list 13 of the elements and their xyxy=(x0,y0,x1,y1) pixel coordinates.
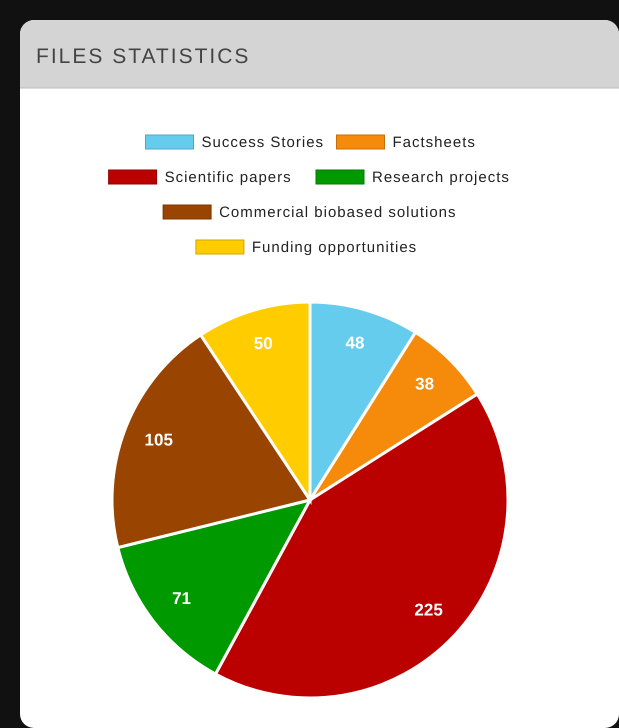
data-label: 50 xyxy=(254,334,273,354)
data-label: 225 xyxy=(414,600,443,620)
data-label: 48 xyxy=(346,333,364,352)
legend-label: Commercial biobased solutions xyxy=(219,204,457,221)
chart-title: FILES STATISTICS xyxy=(36,45,250,68)
data-label: 105 xyxy=(144,430,173,450)
legend-label: Success Stories xyxy=(202,134,324,151)
legend-label: Scientific papers xyxy=(164,169,292,186)
data-label: 71 xyxy=(172,588,192,608)
legend-label: Funding opportunities xyxy=(252,239,418,256)
legend-label: Factsheets xyxy=(392,134,476,151)
legend-label: Research projects xyxy=(372,169,510,186)
data-label: 38 xyxy=(415,374,434,394)
